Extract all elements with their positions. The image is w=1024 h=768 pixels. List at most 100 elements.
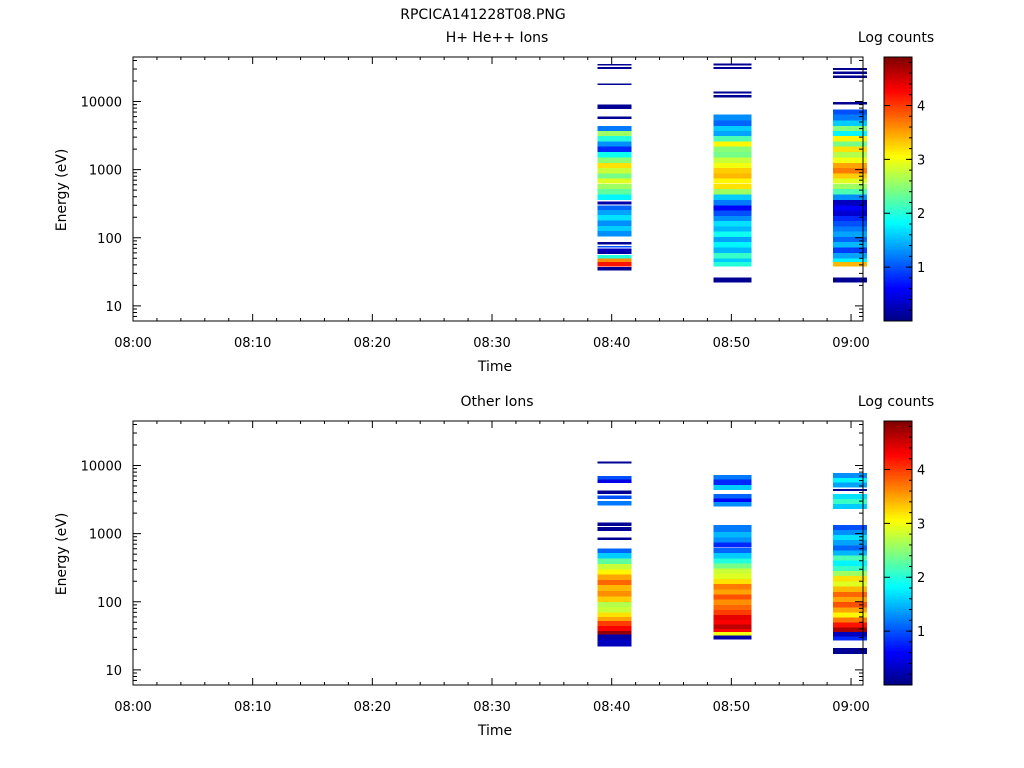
colorbar-gradient-step <box>884 129 912 133</box>
colorbar-tick-label: 2 <box>917 207 925 222</box>
colorbar-gradient-step <box>884 266 912 269</box>
colorbar-gradient-step <box>884 114 912 117</box>
heatmap-cell <box>713 194 752 200</box>
heatmap-cell <box>597 136 632 142</box>
colorbar-gradient-step <box>884 535 912 539</box>
colorbar-gradient-step <box>884 197 912 201</box>
colorbar-gradient-step <box>884 239 912 243</box>
x-tick-label: 08:00 <box>114 700 151 715</box>
colorbar-tick-label: 3 <box>917 153 925 168</box>
colorbar-tick-label: 3 <box>917 517 925 532</box>
heatmap-cell <box>713 624 752 629</box>
colorbar-gradient-step <box>884 226 912 230</box>
heatmap-cell <box>597 461 632 464</box>
heatmap-cell <box>833 215 867 221</box>
colorbar-gradient-step <box>884 605 912 609</box>
colorbar-gradient-step <box>884 301 912 304</box>
heatmap-cell <box>597 104 632 109</box>
heatmap-cell <box>833 173 867 179</box>
heatmap-cell <box>713 67 752 69</box>
heatmap-cell <box>713 183 752 189</box>
colorbar-gradient-step <box>884 250 912 254</box>
colorbar-gradient-step <box>884 72 912 76</box>
heatmap-cell <box>713 594 752 600</box>
heatmap-cell <box>597 254 632 259</box>
heatmap-cell <box>713 130 752 137</box>
colorbar-gradient-step <box>884 671 912 675</box>
y-axis-label: Energy (eV) <box>54 149 70 232</box>
colorbar-gradient-step <box>884 59 912 62</box>
heatmap-cell <box>713 136 752 142</box>
heatmap-cell <box>713 226 752 232</box>
heatmap-cell <box>833 157 867 163</box>
colorbar-gradient-step <box>884 63 912 67</box>
heatmap-cell <box>833 189 867 195</box>
heatmap-cell <box>597 215 632 221</box>
heatmap-cell <box>713 221 752 227</box>
colorbar-gradient-step <box>884 162 912 166</box>
heatmap-cell <box>833 194 867 200</box>
heatmap-cell <box>833 524 867 530</box>
colorbar-gradient-step <box>884 680 912 684</box>
colorbar-frame <box>883 420 913 686</box>
colorbar-gradient-step <box>884 296 912 300</box>
heatmap-cell <box>597 248 632 252</box>
heatmap-cell <box>833 141 867 147</box>
heatmap-cell <box>713 120 752 126</box>
colorbar-gradient-step <box>884 252 912 256</box>
colorbar-gradient-step <box>884 504 912 508</box>
heatmap-cell <box>833 163 867 169</box>
x-tick-label: 08:30 <box>473 700 510 715</box>
colorbar-gradient-step <box>884 90 912 93</box>
heatmap-cell <box>713 542 752 548</box>
heatmap-cell <box>833 247 867 253</box>
colorbar-gradient-step <box>884 443 912 446</box>
colorbar-gradient-step <box>884 533 912 536</box>
colorbar-gradient-step <box>884 454 912 457</box>
heatmap-cell <box>833 136 867 142</box>
heatmap-cell <box>713 604 752 610</box>
colorbar-gradient-step <box>884 123 912 126</box>
heatmap-cell <box>597 210 632 216</box>
panel-title: Other Ions <box>460 394 533 410</box>
colorbar-gradient-step <box>884 175 912 179</box>
colorbar-gradient-step <box>884 520 912 523</box>
colorbar-gradient-step <box>884 277 912 280</box>
colorbar-gradient-step <box>884 467 912 470</box>
heatmap-cell <box>713 189 752 195</box>
colorbar-gradient-step <box>884 608 912 611</box>
colorbar-gradient-step <box>884 70 912 73</box>
colorbar-gradient-step <box>884 555 912 558</box>
heatmap-cell <box>597 553 632 559</box>
heatmap-cell <box>713 568 752 574</box>
colorbar-gradient-step <box>884 440 912 444</box>
colorbar-gradient-step <box>884 610 912 613</box>
plot-area <box>597 63 867 283</box>
heatmap-cell <box>833 545 867 551</box>
heatmap-cell <box>597 612 632 617</box>
heatmap-cell <box>713 524 752 533</box>
heatmap-cell <box>597 522 632 526</box>
y-tick-label: 1000 <box>89 528 122 543</box>
heatmap-cell <box>713 558 752 564</box>
heatmap-cell <box>833 75 867 79</box>
x-tick-label: 08:10 <box>234 700 271 715</box>
colorbar-gradient-step <box>884 109 912 113</box>
heatmap-cell <box>833 627 867 632</box>
heatmap-cell <box>833 596 867 603</box>
heatmap-cell <box>597 476 632 480</box>
heatmap-cell <box>713 484 752 490</box>
heatmap-cell <box>833 607 867 613</box>
heatmap-cell <box>713 114 752 121</box>
heatmap-cell <box>833 130 867 137</box>
colorbar-gradient-step <box>884 649 912 653</box>
heatmap-cell <box>597 220 632 226</box>
heatmap-cell <box>833 560 867 566</box>
heatmap-cell <box>833 647 867 655</box>
colorbar-gradient-step <box>884 495 912 499</box>
y-axis-label: Energy (eV) <box>54 513 70 596</box>
heatmap-cell <box>833 576 867 582</box>
heatmap-cell <box>713 479 752 485</box>
colorbar-gradient-step <box>884 498 912 501</box>
